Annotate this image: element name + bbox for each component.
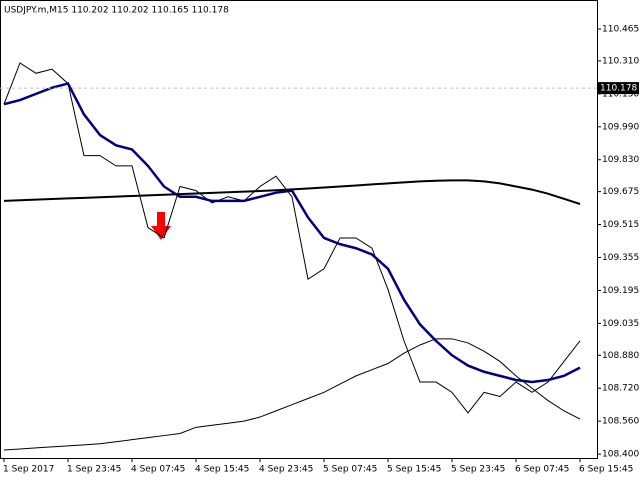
y-tick-label: 108.720 [602,384,639,394]
x-tick-label: 4 Sep 07:45 [131,465,185,475]
y-tick-label: 108.880 [602,351,639,361]
series-line [3,179,581,205]
plot-frame [0,0,598,459]
y-tick-label: 108.400 [602,450,639,460]
x-tick-label: 6 Sep 07:45 [515,465,569,475]
x-tick-label: 5 Sep 23:45 [451,465,505,475]
x-tick-label: 6 Sep 15:45 [579,465,633,475]
series-line [3,82,581,384]
x-tick-label: 4 Sep 15:45 [195,465,249,475]
y-tick-label: 109.195 [602,286,639,296]
current-price-label: 110.178 [600,84,637,94]
y-tick-label: 110.310 [602,56,639,66]
y-tick-label: 110.150 [602,89,639,99]
y-tick-label: 110.465 [602,25,639,35]
series-line [3,338,581,451]
series-line [3,62,581,414]
x-tick-label: 1 Sep 2017 [3,465,54,475]
chart-title: USDJPY.m,M15 110.202 110.202 110.165 110… [4,6,229,16]
current-price-box [597,82,639,95]
x-tick-label: 5 Sep 15:45 [387,465,441,475]
y-tick-label: 109.675 [602,187,639,197]
y-tick-label: 109.035 [602,319,639,329]
x-tick-label: 5 Sep 07:45 [323,465,377,475]
x-tick-label: 1 Sep 23:45 [67,465,121,475]
y-tick-label: 109.515 [602,220,639,230]
y-tick-label: 108.560 [602,417,639,427]
x-tick-label: 4 Sep 23:45 [259,465,313,475]
y-tick-label: 109.830 [602,155,639,165]
y-tick-label: 109.355 [602,253,639,263]
y-tick-label: 109.990 [602,122,639,132]
